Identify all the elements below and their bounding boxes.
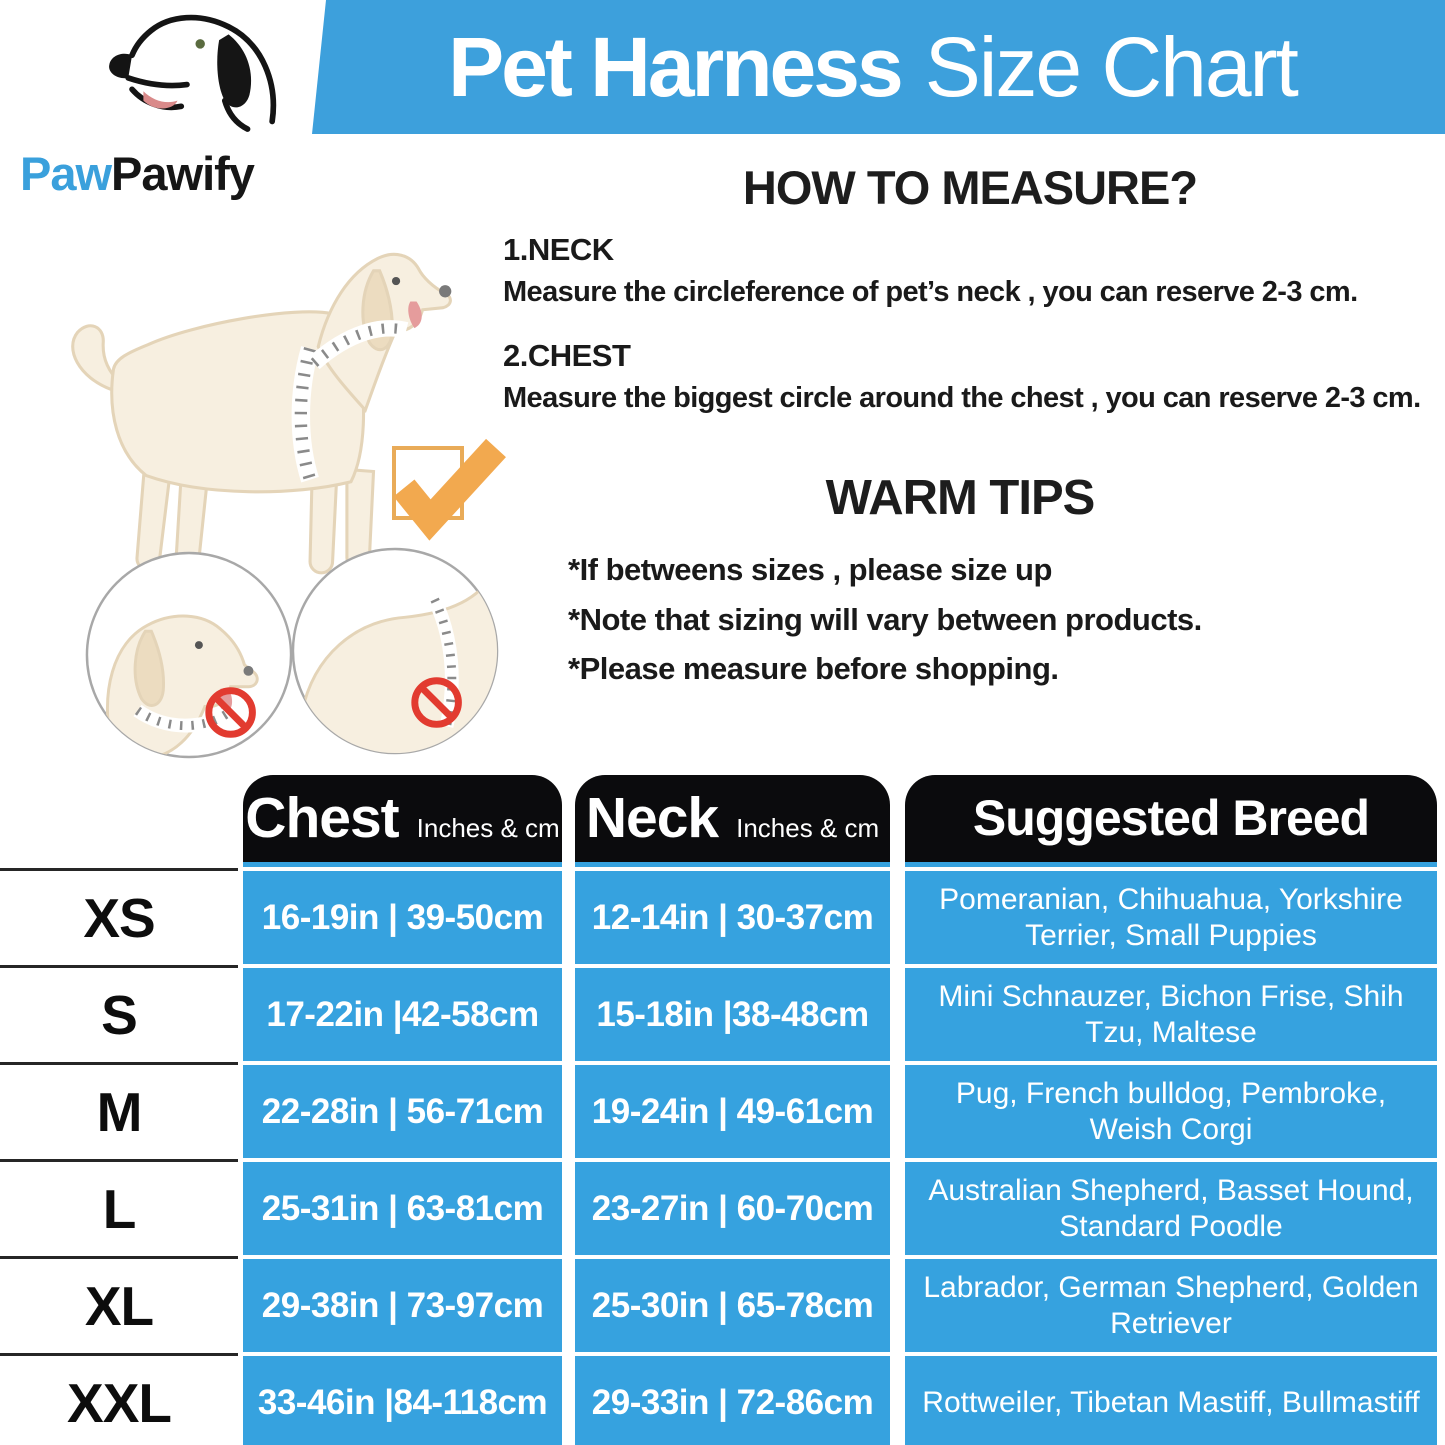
prohibited-icon [205, 687, 256, 738]
dog-eye [391, 276, 401, 286]
banner-title-bold: Pet Harness [448, 19, 904, 114]
chest-cell: 22-28in | 56-71cm [243, 1065, 562, 1158]
size-label-xl: XL [0, 1256, 238, 1353]
neck-measure-inset [85, 551, 293, 759]
step-chest-text: Measure the biggest circle around the ch… [503, 382, 1421, 414]
chest-cell: 16-19in | 39-50cm [243, 871, 562, 964]
column-cap [575, 862, 890, 867]
dog-logo-icon [109, 14, 277, 132]
warm-tip: *Note that sizing will vary between prod… [568, 601, 1202, 637]
breed-header-label: Suggested Breed [972, 790, 1370, 846]
prohibited-icon [411, 677, 462, 728]
warm-tips-list: *If betweens sizes , please size up *Not… [568, 552, 1428, 701]
brand-name-pawify: Pawify [111, 147, 255, 200]
neck-header-units: Inches & cm [736, 813, 880, 843]
chest-measure-inset [291, 547, 499, 755]
measuring-tape [291, 320, 409, 483]
neck-cell: 29-33in | 72-86cm [575, 1356, 890, 1445]
dog-tongue [408, 301, 422, 329]
size-label-column: XS S M L XL XXL [0, 868, 238, 1445]
column-cap [905, 862, 1437, 867]
neck-header-label: Neck [585, 786, 719, 850]
chest-header-label: Chest [245, 786, 399, 850]
dog-measure-illustration [71, 252, 452, 576]
breed-cell: Pug, French bulldog, Pembroke, Weish Cor… [905, 1065, 1437, 1158]
size-label-s: S [0, 965, 238, 1062]
breed-cell: Labrador, German Shepherd, Golden Retrie… [905, 1259, 1437, 1352]
header-banner: Pet Harness Size Chart [312, 0, 1445, 134]
dog-nose [439, 285, 452, 298]
neck-cell: 15-18in |38-48cm [575, 968, 890, 1061]
banner-title-light: Size Chart [924, 19, 1299, 114]
brand-name: PawPawify [20, 146, 255, 201]
neck-cell: 12-14in | 30-37cm [575, 871, 890, 964]
logo-ear [217, 34, 252, 108]
breed-cell: Mini Schnauzer, Bichon Frise, Shih Tzu, … [905, 968, 1437, 1061]
neck-column: Neck Inches & cm 12-14in | 30-37cm 15-18… [575, 775, 890, 1445]
warm-tips-title: WARM TIPS [825, 471, 1096, 525]
breed-cell: Pomeranian, Chihuahua, Yorkshire Terrier… [905, 871, 1437, 964]
chest-column: Chest Inches & cm 16-19in | 39-50cm 17-2… [243, 775, 562, 1445]
chest-column-header: Chest Inches & cm [243, 775, 562, 862]
breed-column-header: Suggested Breed [905, 775, 1437, 862]
chest-cell: 25-31in | 63-81cm [243, 1162, 562, 1255]
neck-cell: 19-24in | 49-61cm [575, 1065, 890, 1158]
dog-tail [71, 324, 122, 392]
step-neck-text: Measure the circleference of pet’s neck … [503, 276, 1358, 308]
size-label-m: M [0, 1062, 238, 1159]
neck-column-header: Neck Inches & cm [575, 775, 890, 862]
breed-cell: Rottweiler, Tibetan Mastiff, Bullmastiff [905, 1356, 1437, 1445]
checkmark-icon [392, 438, 506, 541]
warm-tip: *If betweens sizes , please size up [568, 552, 1052, 587]
step-neck-label: 1.NECK [503, 232, 614, 267]
chest-cell: 29-38in | 73-97cm [243, 1259, 562, 1352]
brand-name-paw: Paw [20, 147, 112, 200]
chest-cell: 17-22in |42-58cm [243, 968, 562, 1061]
size-label-l: L [0, 1159, 238, 1256]
chest-cell: 33-46in |84-118cm [243, 1356, 562, 1445]
breed-column: Suggested Breed Pomeranian, Chihuahua, Y… [905, 775, 1437, 1445]
breed-cell: Australian Shepherd, Basset Hound, Stand… [905, 1162, 1437, 1255]
column-cap [243, 862, 562, 867]
neck-cell: 25-30in | 65-78cm [575, 1259, 890, 1352]
chest-header-units: Inches & cm [416, 813, 560, 843]
size-label-xxl: XXL [0, 1353, 238, 1445]
step-chest-label: 2.CHEST [503, 338, 631, 373]
logo-eye [195, 39, 205, 49]
logo-nose [109, 53, 133, 79]
logo-tongue [143, 91, 178, 109]
neck-cell: 23-27in | 60-70cm [575, 1162, 890, 1255]
how-to-measure-title: HOW TO MEASURE? [742, 161, 1198, 214]
size-label-xs: XS [0, 868, 238, 965]
warm-tip: *Please measure before shopping. [568, 651, 1059, 687]
